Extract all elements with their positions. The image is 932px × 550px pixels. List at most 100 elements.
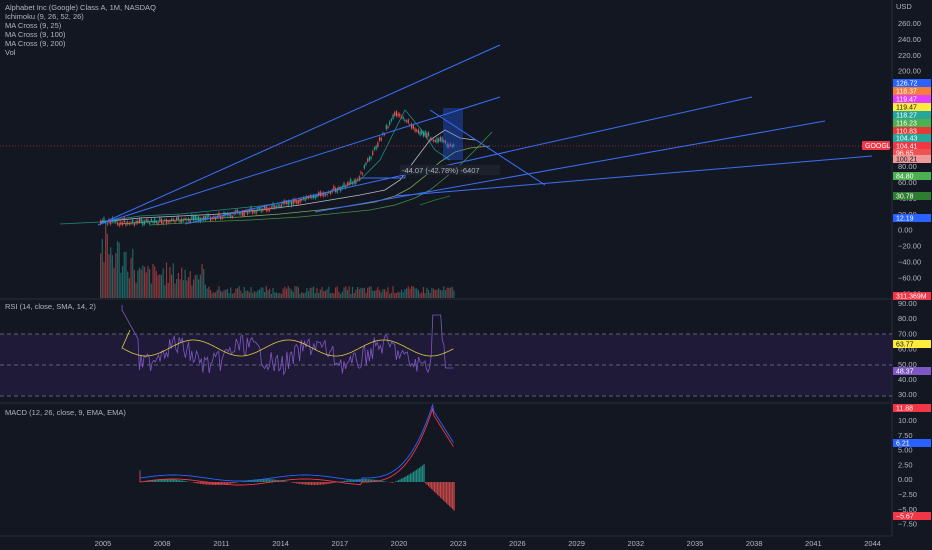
rsi-legend[interactable]: RSI (14, close, SMA, 14, 2) — [5, 302, 96, 311]
indicator-ma-cross-9-200[interactable]: MA Cross (9, 200) — [5, 39, 66, 48]
candle-body — [294, 199, 296, 203]
macd-hist-bar — [168, 479, 170, 482]
time-axis[interactable]: 2005 2008 2011 2014 2017 2020 2023 2026 2029 2032… — [95, 539, 881, 548]
candle-body — [198, 216, 200, 222]
trend-line[interactable] — [97, 44, 501, 226]
svg-text:63.77: 63.77 — [896, 342, 914, 349]
svg-text:11.88: 11.88 — [896, 406, 913, 413]
trend-line[interactable] — [394, 155, 873, 197]
trend-line[interactable] — [99, 96, 501, 225]
candle-body — [453, 144, 455, 147]
candle-body — [416, 129, 418, 132]
volume-bar — [385, 291, 387, 298]
macd-hist-bar — [317, 482, 319, 485]
volume-bar — [446, 287, 448, 298]
volume-bar — [416, 288, 418, 298]
candle-body — [187, 218, 190, 221]
svg-text:104.41: 104.41 — [896, 144, 918, 151]
price-badge: 118.27 — [893, 111, 931, 120]
rsi-axis[interactable]: 90.00 80.00 70.00 60.00 50.00 40.00 30.00 — [898, 299, 917, 399]
candle-body — [333, 185, 335, 190]
macd-hist-bar — [399, 479, 401, 482]
candle-body — [137, 220, 139, 224]
macd-tick-label: 0.00 — [898, 475, 913, 484]
candle-body — [411, 123, 413, 129]
candle-body — [182, 219, 185, 221]
volume-bar — [130, 258, 132, 298]
volume-bar — [309, 288, 311, 298]
volume-bar — [279, 292, 281, 298]
candle-body — [341, 186, 343, 189]
macd-hist-bar — [380, 480, 382, 482]
candle-body — [399, 113, 401, 117]
price-badge: 110.83 — [893, 127, 931, 136]
price-badge: 6.21 — [893, 439, 931, 448]
candle-body — [115, 220, 117, 223]
candle-body — [132, 219, 134, 224]
volume-bar — [198, 279, 200, 298]
volume-bar — [128, 278, 130, 298]
candle-body — [451, 145, 453, 148]
indicator-ma-cross-9-100[interactable]: MA Cross (9, 100) — [5, 30, 66, 39]
candle-body — [372, 151, 374, 155]
macd-hist-bar — [212, 482, 214, 485]
candle-body — [358, 176, 360, 181]
candle-body — [260, 208, 262, 212]
macd-hist-bar — [368, 479, 370, 482]
svg-text:48.37: 48.37 — [896, 369, 914, 376]
macd-hist-bar — [177, 479, 179, 482]
candle-body — [289, 202, 291, 204]
candle-body — [362, 173, 364, 175]
candle-body — [186, 219, 188, 221]
candle-body — [243, 211, 245, 216]
volume-bar — [280, 293, 283, 298]
trend-line[interactable] — [314, 120, 826, 213]
price-badge: 12.19 — [893, 214, 931, 223]
volume-bar — [394, 293, 396, 298]
candle-body — [174, 221, 176, 223]
candle-body — [133, 223, 136, 226]
price-badge: −5.67 — [893, 512, 931, 521]
price-badge: 126.72 — [893, 79, 931, 88]
volume-bar — [171, 274, 173, 298]
volume-bar — [250, 286, 252, 298]
volume-bar — [137, 270, 139, 298]
macd-axis[interactable]: 10.00 7.50 5.00 2.50 0.00 −2.50 −5.00 −7.50 — [898, 416, 917, 529]
trend-line[interactable] — [429, 109, 546, 186]
macd-hist-bar — [306, 482, 308, 485]
macd-hist-bar — [165, 479, 167, 482]
candle-body — [138, 218, 141, 223]
indicator-ma-cross-9-25[interactable]: MA Cross (9, 25) — [5, 21, 62, 30]
candle-body — [100, 220, 102, 224]
time-tick-label: 2044 — [864, 539, 881, 548]
time-tick-label: 2005 — [95, 539, 112, 548]
volume-bar — [108, 254, 110, 298]
candlesticks[interactable] — [100, 109, 455, 228]
macd-hist-bar — [351, 479, 353, 482]
volume-bar — [302, 293, 305, 298]
candle-body — [236, 210, 239, 214]
volume-bar — [336, 286, 338, 298]
volume-bar — [438, 288, 440, 298]
trend-line[interactable] — [184, 96, 753, 225]
macd-hist-bar — [309, 482, 311, 485]
candle-body — [263, 206, 266, 209]
trend-lines[interactable] — [97, 44, 873, 226]
candle-body — [194, 215, 196, 221]
volume-bar — [274, 292, 276, 298]
candle-body — [297, 200, 299, 205]
macd-tick-label: 7.50 — [898, 431, 913, 440]
measure-box[interactable] — [443, 108, 463, 160]
macd-hist-bar — [452, 482, 454, 510]
indicator-vol[interactable]: Vol — [5, 48, 16, 57]
macd-hist-bar — [162, 479, 164, 482]
macd-hist-bar — [308, 482, 310, 485]
macd-hist-bar — [275, 479, 277, 482]
volume-bar — [143, 266, 146, 298]
candle-body — [125, 222, 127, 226]
indicator-ichimoku[interactable]: Ichimoku (9, 26, 52, 26) — [5, 12, 84, 21]
macd-legend[interactable]: MACD (12, 26, close, 9, EMA, EMA) — [5, 408, 126, 417]
volume-bar — [323, 291, 325, 298]
volume-bar — [306, 287, 308, 298]
